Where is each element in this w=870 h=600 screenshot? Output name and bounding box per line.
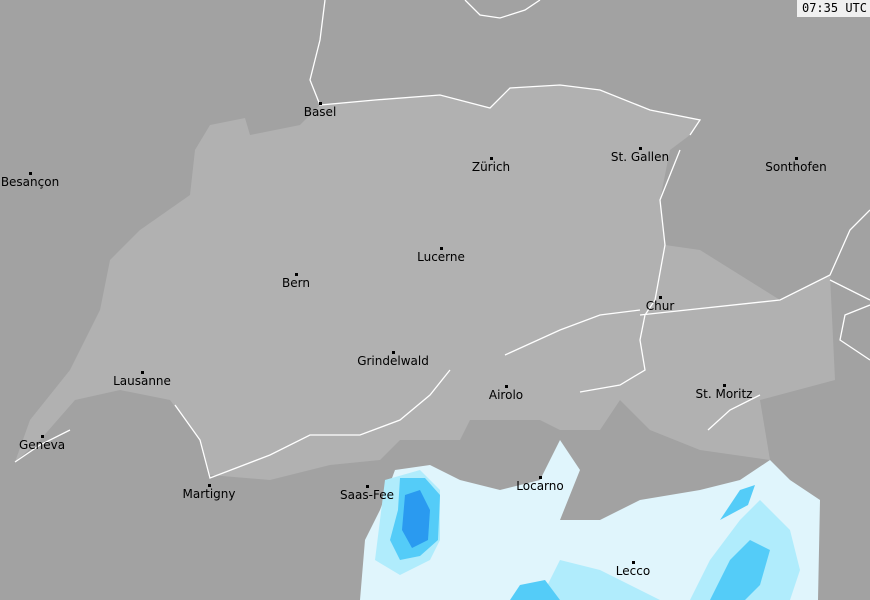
city-label: Geneva — [18, 438, 66, 452]
city-label: Besançon — [0, 175, 60, 189]
city-label: Airolo — [488, 388, 524, 402]
city-dot — [632, 561, 635, 564]
city-dot — [795, 157, 798, 160]
city-dot — [366, 485, 369, 488]
switzerland-region — [15, 85, 835, 480]
city-label: Locarno — [516, 479, 564, 493]
city-label: Sonthofen — [765, 160, 827, 174]
timestamp-label: 07:35 UTC — [796, 0, 870, 17]
border-lines — [14, 0, 870, 479]
city-dot — [141, 371, 144, 374]
city-label: Zürich — [471, 160, 511, 174]
city-dot — [723, 384, 726, 387]
radar-precipitation — [360, 440, 820, 600]
city-dot — [539, 476, 542, 479]
city-dot — [295, 273, 298, 276]
city-dot — [505, 385, 508, 388]
city-dot — [659, 296, 662, 299]
city-label: St. Moritz — [695, 387, 753, 401]
city-label: Grindelwald — [357, 354, 429, 368]
city-label: Lecco — [615, 564, 651, 578]
city-dot — [29, 172, 32, 175]
city-label: Bern — [282, 276, 310, 290]
city-dot — [392, 351, 395, 354]
city-dot — [490, 157, 493, 160]
city-label: St. Gallen — [610, 150, 670, 164]
city-label: Lucerne — [417, 250, 465, 264]
city-label: Saas-Fee — [340, 488, 394, 502]
city-label: Martigny — [182, 487, 236, 501]
city-dot — [319, 102, 322, 105]
city-dot — [440, 247, 443, 250]
city-label: Chur — [645, 299, 675, 313]
city-label: Lausanne — [113, 374, 171, 388]
city-dot — [639, 147, 642, 150]
city-dot — [41, 435, 44, 438]
city-dot — [208, 484, 211, 487]
city-label: Basel — [303, 105, 337, 119]
